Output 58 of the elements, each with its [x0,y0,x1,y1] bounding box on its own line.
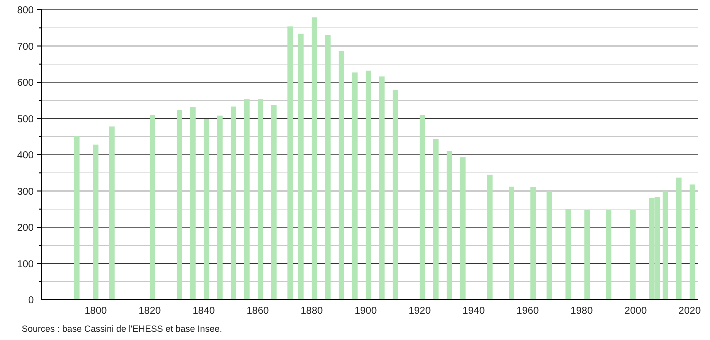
x-tick-label: 1940 [462,306,486,317]
bar [288,26,294,300]
bar [325,35,331,300]
x-tick-label: 1800 [84,306,108,317]
bar [630,210,636,300]
y-tick-label: 500 [17,114,34,126]
x-tick-label: 1840 [192,306,216,317]
x-tick-label: 1820 [138,306,162,317]
bar [379,76,385,300]
y-tick-label: 600 [17,78,34,89]
bar [312,18,318,300]
x-tick-label: 2020 [678,306,702,317]
bar [606,210,612,300]
bar [74,136,80,300]
bar [230,106,236,300]
x-tick-label: 1980 [570,306,594,317]
source-note: Sources : base Cassini de l'EHESS et base Insee. [22,324,222,334]
bar [204,119,210,300]
bar [338,51,344,300]
y-tick-label: 700 [17,42,34,53]
bar [676,178,682,300]
bar [352,72,358,300]
bar [530,187,536,300]
bar [366,70,372,300]
bar [298,34,304,300]
y-tick-label: 400 [17,150,34,162]
x-tick-label: 2000 [624,306,648,317]
bar [584,210,590,300]
bar [509,186,514,300]
y-tick-label: 0 [28,296,34,306]
bar [487,174,493,300]
y-tick-label: 100 [17,259,34,270]
x-tick-label: 1960 [516,306,540,317]
bar [244,100,250,300]
bar [109,126,115,300]
y-tick-label: 200 [17,223,34,234]
bar [420,115,426,300]
bar [460,158,466,300]
x-tick-label: 1920 [408,306,432,317]
bar [546,191,552,300]
bar [446,151,452,300]
bar [150,115,156,300]
bar [190,108,196,300]
bar [258,100,264,300]
bar [93,144,99,300]
bar [566,209,572,300]
bar [392,90,398,300]
x-tick-label: 1880 [300,306,324,317]
bar [662,190,668,300]
y-tick-label: 800 [17,6,34,16]
x-tick-label: 1860 [246,306,270,317]
bar [217,116,223,300]
x-tick-label: 1900 [354,306,378,317]
bar [433,139,439,300]
y-tick-label: 300 [17,186,34,198]
bar [176,110,182,300]
bar [690,184,696,300]
bar [271,105,277,300]
